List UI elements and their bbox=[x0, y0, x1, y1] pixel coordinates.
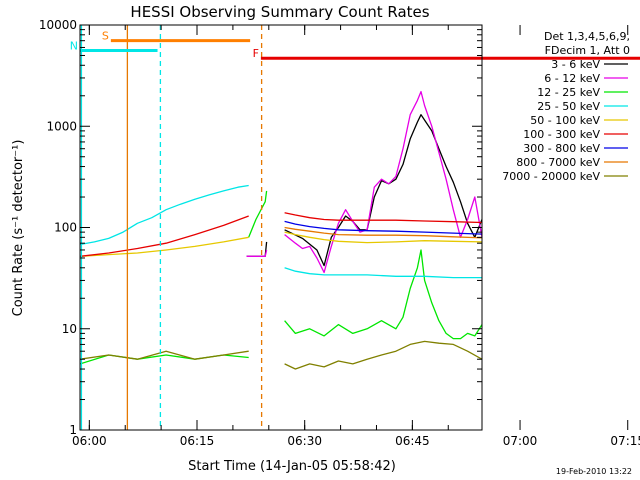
series-3-6-kev-segment-2 bbox=[284, 114, 482, 267]
x-tick-label: 06:45 bbox=[395, 434, 430, 448]
series-800-7000-kev-segment-1 bbox=[284, 226, 482, 239]
y-tick-label: 1000 bbox=[46, 119, 77, 133]
x-tick-label: 06:15 bbox=[180, 434, 215, 448]
series-7000-20000-kev-segment-1 bbox=[80, 350, 249, 360]
legend-entry-label: 7000 - 20000 keV bbox=[502, 170, 600, 183]
series-layer bbox=[80, 90, 640, 370]
legend-entry-label: 800 - 7000 keV bbox=[516, 156, 600, 169]
series-100-300-kev-segment-1 bbox=[80, 215, 249, 257]
legend-entry-label: 50 - 100 keV bbox=[530, 114, 600, 127]
x-tick-label: 07:15 bbox=[610, 434, 640, 448]
series-100-300-kev-segment-2 bbox=[284, 212, 482, 224]
series-300-800-kev-segment-1 bbox=[284, 220, 482, 235]
legend-entry-label: 300 - 800 keV bbox=[523, 142, 600, 155]
series-50-100-kev-segment-2 bbox=[284, 231, 482, 244]
flag-label-s: S bbox=[102, 30, 109, 43]
x-tick-label: 06:30 bbox=[287, 434, 322, 448]
y-tick-label: 10000 bbox=[39, 18, 77, 32]
chart-title: HESSI Observing Summary Count Rates bbox=[130, 3, 429, 21]
flag-label-f: F bbox=[253, 47, 259, 60]
legend-entry-label: 12 - 25 keV bbox=[537, 86, 600, 99]
series-12-25-kev-segment-3 bbox=[284, 249, 482, 340]
flag-label-n: N bbox=[70, 39, 78, 52]
series-3-6-kev-segment-1 bbox=[246, 241, 268, 257]
plot-frame bbox=[79, 24, 483, 431]
series-25-50-kev-segment-2 bbox=[284, 267, 482, 279]
legend-entry-label: 25 - 50 keV bbox=[537, 100, 600, 113]
legend-header-line: Det 1,3,4,5,6,9, bbox=[544, 30, 630, 43]
x-tick-label: 06:00 bbox=[72, 434, 107, 448]
legend-entry-label: 3 - 6 keV bbox=[551, 58, 600, 71]
y-tick-label: 10 bbox=[62, 322, 77, 336]
series-12-25-kev-segment-2 bbox=[248, 190, 268, 238]
series-50-100-kev-segment-1 bbox=[80, 236, 249, 257]
series-6-12-kev-segment-3 bbox=[636, 314, 640, 329]
legend-entry-label: 100 - 300 keV bbox=[523, 128, 600, 141]
y-tick-label: 1 bbox=[69, 423, 77, 437]
y-axis-label: Count Rate (s⁻¹ detector⁻¹) bbox=[11, 140, 26, 317]
legend-entry-label: 6 - 12 keV bbox=[544, 72, 600, 85]
series-6-12-kev-segment-2 bbox=[284, 90, 482, 274]
legend: Det 1,3,4,5,6,9,FDecim 1, Att 03 - 6 keV… bbox=[502, 30, 630, 183]
series-12-25-kev-segment-1 bbox=[80, 354, 249, 365]
generation-timestamp: 19-Feb-2010 13:22 bbox=[556, 467, 632, 476]
y-tick-label: 100 bbox=[54, 221, 77, 235]
legend-header-line: FDecim 1, Att 0 bbox=[545, 44, 630, 57]
series-6-12-kev-segment-1 bbox=[246, 249, 268, 257]
x-tick-label: 07:00 bbox=[503, 434, 538, 448]
axes: 06:0006:1506:3006:4507:0007:1507:3011010… bbox=[39, 18, 640, 448]
x-axis-label: Start Time (14-Jan-05 05:58:42) bbox=[188, 459, 396, 474]
series-7000-20000-kev-segment-2 bbox=[284, 340, 482, 370]
series-25-50-kev-segment-1 bbox=[80, 184, 249, 246]
